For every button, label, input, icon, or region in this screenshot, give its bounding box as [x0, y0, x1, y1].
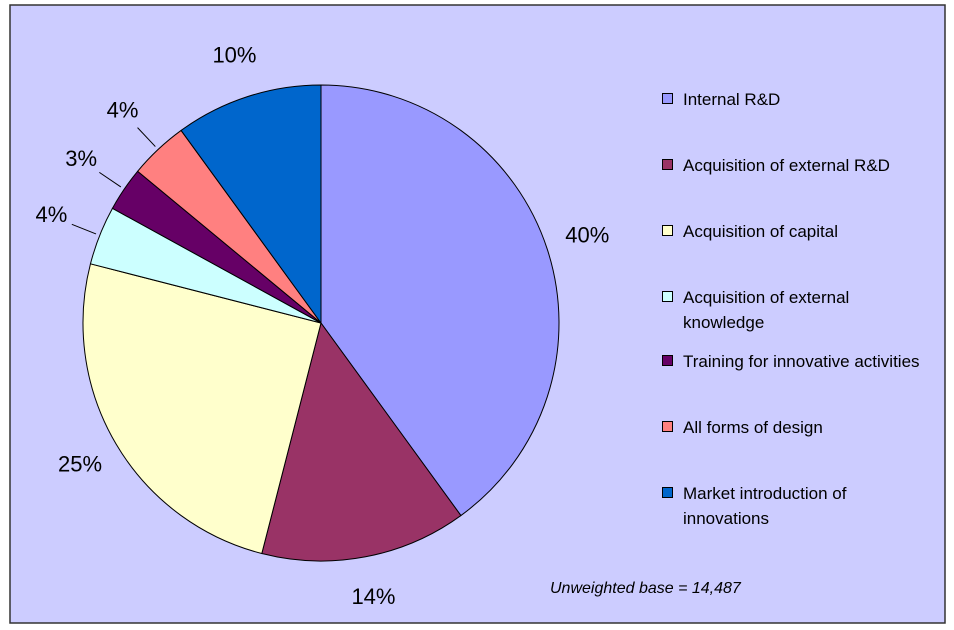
- pie-slice: [320, 84, 560, 517]
- data-label: 40%: [565, 222, 609, 247]
- legend-label: All forms of design: [683, 418, 823, 437]
- data-label: 14%: [351, 584, 395, 609]
- leader-line: [71, 223, 97, 235]
- data-label: 3%: [65, 146, 97, 171]
- leader-line: [99, 171, 122, 188]
- leader-line: [137, 127, 156, 147]
- legend-swatch: [662, 487, 673, 498]
- pie-slice: [261, 321, 462, 562]
- data-label: 25%: [58, 451, 102, 476]
- legend-swatch: [662, 159, 673, 170]
- legend-swatch: [662, 421, 673, 432]
- legend-item: Acquisition of external R&D: [662, 153, 932, 178]
- legend-label: Internal R&D: [683, 90, 781, 109]
- legend-swatch: [662, 355, 673, 366]
- legend-swatch: [662, 93, 673, 104]
- pie-slice: [180, 84, 322, 325]
- legend-label: Acquisition of external R&D: [683, 156, 890, 175]
- pie-slice: [82, 263, 322, 555]
- legend-item: Acquisition of external knowledge: [662, 285, 932, 335]
- data-label: 4%: [35, 202, 67, 227]
- legend-swatch: [662, 291, 673, 302]
- annotation: Unweighted base = 14,487: [550, 580, 741, 597]
- legend-item: Internal R&D: [662, 87, 932, 112]
- legend-label: Acquisition of external knowledge: [683, 288, 850, 332]
- legend-swatch: [662, 225, 673, 236]
- legend-item: All forms of design: [662, 415, 932, 440]
- legend-item: Training for innovative activities: [662, 349, 932, 374]
- legend-item: Market introduction of innovations: [662, 481, 932, 531]
- data-label: 4%: [107, 97, 139, 122]
- legend-item: Acquisition of capital: [662, 219, 932, 244]
- data-label: 10%: [212, 43, 256, 68]
- legend-label: Market introduction of innovations: [683, 484, 847, 528]
- legend-label: Acquisition of capital: [683, 222, 838, 241]
- legend-label: Training for innovative activities: [683, 352, 920, 371]
